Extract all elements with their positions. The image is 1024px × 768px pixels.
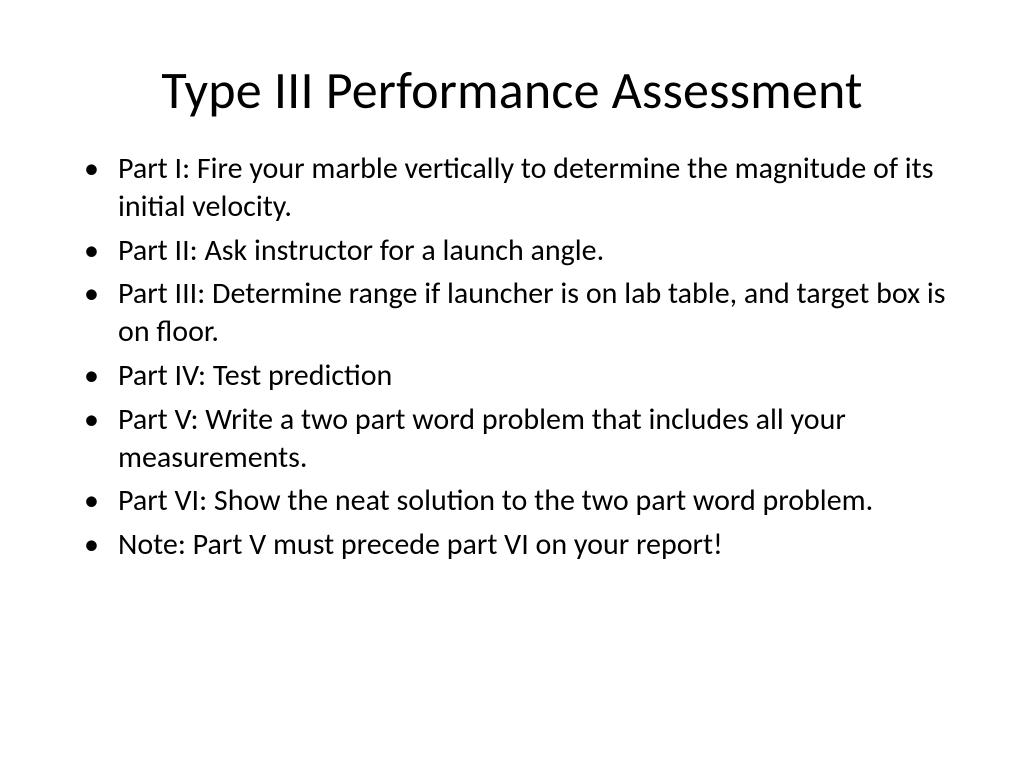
bullet-text: Part VI: Show the neat solution to the t… bbox=[118, 482, 873, 519]
list-item: Part I: Fire your marble vertically to d… bbox=[78, 150, 946, 226]
list-item: Part V: Write a two part word problem th… bbox=[78, 401, 946, 477]
bullet-text: Note: Part V must precede part VI on you… bbox=[118, 526, 723, 563]
list-item: Part IV: Test prediction bbox=[78, 357, 946, 395]
bullet-text: Part V: Write a two part word problem th… bbox=[118, 401, 846, 476]
slide-title: Type III Performance Assessment bbox=[0, 0, 1024, 150]
bullet-text: Part III: Determine range if launcher is… bbox=[118, 275, 946, 350]
bullet-list: Part I: Fire your marble vertically to d… bbox=[0, 150, 1024, 564]
bullet-text: Part IV: Test prediction bbox=[118, 357, 392, 394]
bullet-text: Part II: Ask instructor for a launch ang… bbox=[118, 232, 604, 269]
slide: Type III Performance Assessment Part I: … bbox=[0, 0, 1024, 768]
list-item: Part VI: Show the neat solution to the t… bbox=[78, 482, 946, 520]
list-item: Note: Part V must precede part VI on you… bbox=[78, 526, 946, 564]
list-item: Part II: Ask instructor for a launch ang… bbox=[78, 232, 946, 270]
bullet-text: Part I: Fire your marble vertically to d… bbox=[118, 150, 933, 225]
list-item: Part III: Determine range if launcher is… bbox=[78, 275, 946, 351]
